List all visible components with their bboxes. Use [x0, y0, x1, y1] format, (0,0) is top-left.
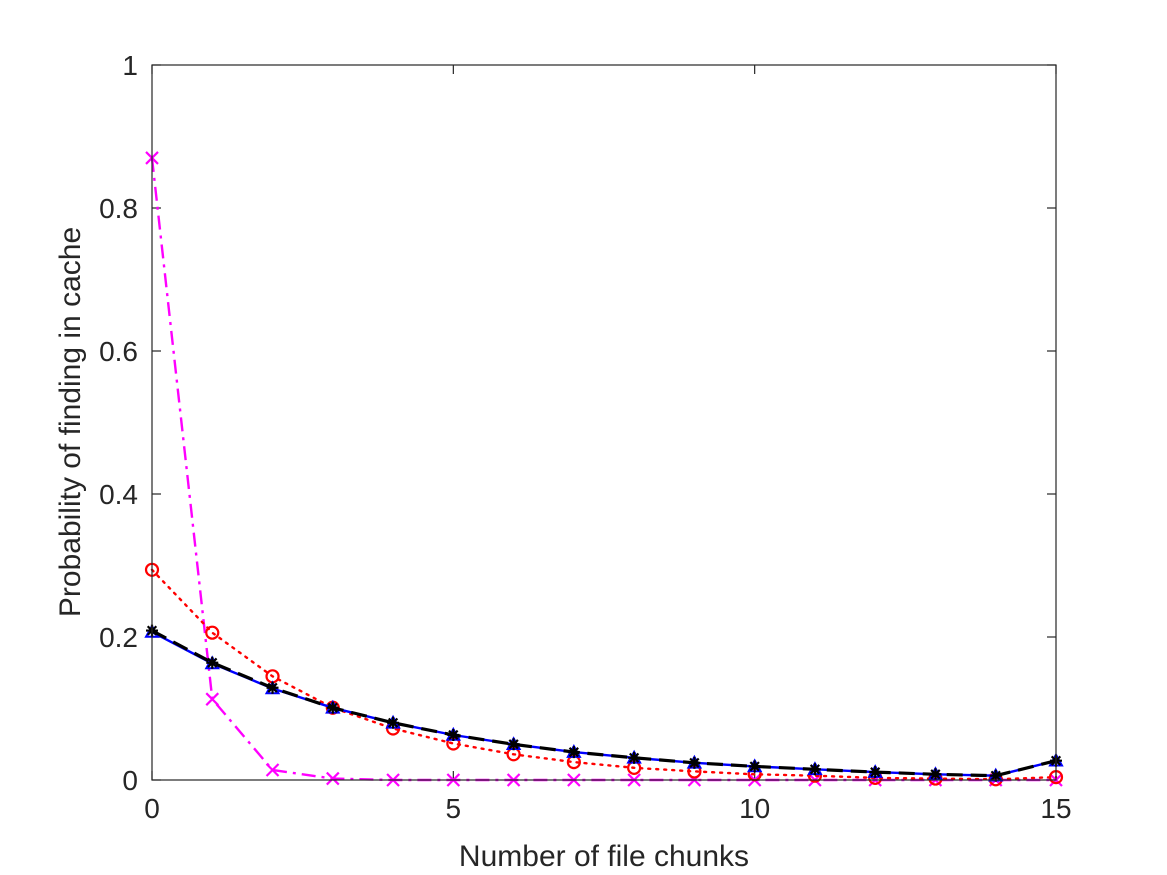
y-tick-label: 1	[122, 50, 138, 81]
y-tick-label: 0.8	[99, 193, 138, 224]
y-tick-label: 0.2	[99, 622, 138, 653]
x-axis-title: Number of file chunks	[459, 840, 749, 873]
x-tick-label: 0	[144, 793, 160, 824]
series-line	[151, 629, 1057, 778]
plot-area	[152, 65, 1056, 780]
series-point-x	[326, 771, 340, 786]
series-point-star	[447, 728, 460, 741]
series-point-star	[628, 751, 641, 764]
y-tick-label: 0	[122, 765, 138, 796]
x-tick-label: 5	[446, 793, 462, 824]
y-tick-label: 0.4	[99, 479, 138, 510]
x-tick-label: 10	[739, 793, 770, 824]
y-tick-label: 0.6	[99, 336, 138, 367]
axes-box	[151, 64, 1057, 781]
series-point-x	[205, 692, 220, 706]
series-point-star	[869, 766, 882, 779]
series-point-star	[387, 716, 400, 729]
y-axis-title: Probability of finding in cache	[54, 227, 87, 617]
series-point-star	[567, 746, 580, 759]
x-tick-label: 15	[1040, 793, 1071, 824]
series-point-star	[206, 656, 219, 669]
series-point-star	[808, 763, 821, 776]
labels-layer: 0 5 10 15 0 0.2 0.4 0.6 0.8 1	[99, 50, 1072, 824]
series-point-star	[326, 701, 339, 714]
series-point-star	[748, 760, 761, 773]
series-point-x	[265, 763, 280, 777]
series-point-star	[929, 768, 942, 781]
series-point-star	[507, 738, 520, 751]
series-line	[150, 568, 1058, 781]
series-point-circle	[205, 625, 220, 640]
series-point-star	[989, 769, 1002, 782]
series-point-star	[688, 756, 701, 769]
series-point-star	[266, 681, 279, 694]
